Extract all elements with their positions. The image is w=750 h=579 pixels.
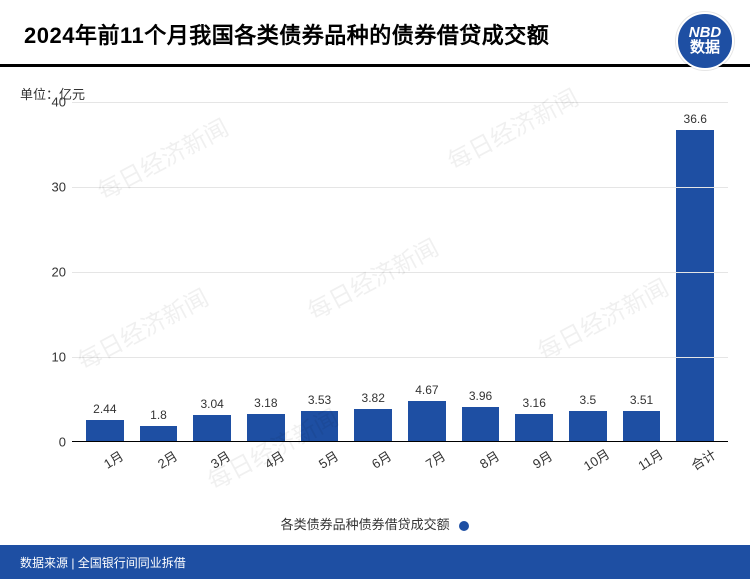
bar-value-label: 1.8 xyxy=(150,408,167,422)
legend-label: 各类债券品种债券借贷成交额 xyxy=(281,517,450,532)
legend-dot xyxy=(459,521,469,531)
bar-value-label: 3.82 xyxy=(362,391,385,405)
chart-title: 2024年前11个月我国各类债券品种的债券借贷成交额 xyxy=(24,18,726,50)
footer-text: 数据来源 | 全国银行间同业拆借 xyxy=(20,554,186,571)
grid-line xyxy=(72,187,728,188)
legend: 各类债券品种债券借贷成交额 xyxy=(0,514,750,533)
bar-value-label: 3.53 xyxy=(308,393,331,407)
bar-value-label: 4.67 xyxy=(415,383,438,397)
bar-value-label: 3.51 xyxy=(630,393,653,407)
grid-line xyxy=(72,272,728,273)
badge-line1: NBD xyxy=(689,25,722,40)
nbd-badge: NBD 数据 xyxy=(676,12,734,70)
footer-bar: 数据来源 | 全国银行间同业拆借 xyxy=(0,545,750,579)
bar xyxy=(408,401,446,441)
bar-value-label: 3.96 xyxy=(469,389,492,403)
bar xyxy=(676,130,714,441)
header: 2024年前11个月我国各类债券品种的债券借贷成交额 NBD 数据 xyxy=(0,0,750,67)
grid-line xyxy=(72,357,728,358)
bar xyxy=(462,407,500,441)
bar-value-label: 3.16 xyxy=(523,396,546,410)
bar-value-label: 2.44 xyxy=(93,402,116,416)
y-tick-label: 10 xyxy=(38,350,66,365)
y-tick-label: 40 xyxy=(38,95,66,110)
y-tick-label: 20 xyxy=(38,265,66,280)
grid-line xyxy=(72,102,728,103)
bar-value-label: 3.04 xyxy=(201,397,224,411)
y-tick-label: 30 xyxy=(38,180,66,195)
bar-chart: 2.44 1.8 3.04 3.18 3.53 3.82 4.67 3.96 3.16 3.5 3.… xyxy=(48,102,728,472)
y-tick-label: 0 xyxy=(38,435,66,450)
x-axis-labels: 1月2月3月4月5月6月7月8月9月10月11月合计 xyxy=(72,446,728,471)
plot-area: 2.44 1.8 3.04 3.18 3.53 3.82 4.67 3.96 3.16 3.5 3.… xyxy=(72,102,728,442)
bar-value-label: 3.5 xyxy=(580,393,597,407)
bar-value-label: 36.6 xyxy=(684,112,707,126)
badge-line2: 数据 xyxy=(690,40,720,57)
bar-value-label: 3.18 xyxy=(254,396,277,410)
